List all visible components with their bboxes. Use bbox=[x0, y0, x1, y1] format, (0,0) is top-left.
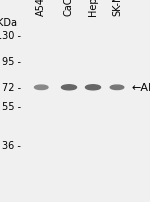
Text: SK-N-SH: SK-N-SH bbox=[112, 0, 122, 16]
Ellipse shape bbox=[61, 85, 76, 90]
Text: 130 -: 130 - bbox=[0, 30, 21, 40]
Text: ←AIF: ←AIF bbox=[131, 83, 150, 93]
Text: A549: A549 bbox=[36, 0, 46, 16]
Ellipse shape bbox=[34, 86, 48, 90]
Ellipse shape bbox=[110, 86, 124, 90]
Text: HepG2: HepG2 bbox=[88, 0, 98, 16]
Text: 55 -: 55 - bbox=[2, 101, 21, 111]
Text: 72 -: 72 - bbox=[2, 83, 21, 93]
Text: 95 -: 95 - bbox=[2, 57, 21, 67]
Text: CaCo-2: CaCo-2 bbox=[64, 0, 74, 16]
Ellipse shape bbox=[85, 85, 100, 90]
Text: KDa: KDa bbox=[0, 18, 18, 28]
Text: 36 -: 36 - bbox=[2, 140, 21, 150]
